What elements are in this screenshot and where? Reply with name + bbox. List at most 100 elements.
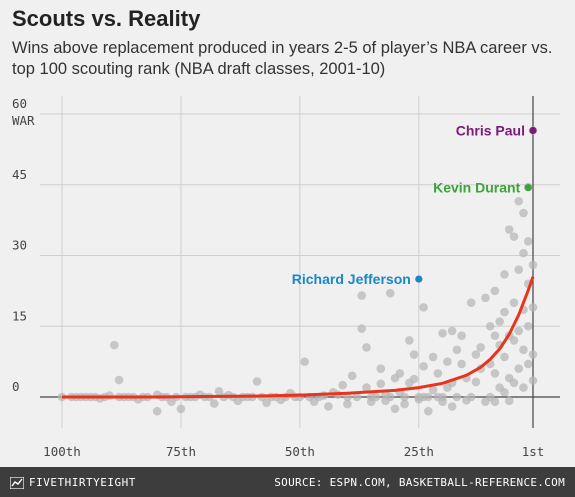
data-point <box>409 374 419 384</box>
data-point <box>509 336 519 345</box>
data-point <box>447 402 457 411</box>
data-point <box>509 232 519 241</box>
data-point <box>433 369 443 378</box>
x-axis-ticks: 100th 75th 50th 25th 1st <box>43 444 544 459</box>
data-point <box>514 265 524 274</box>
highlight-point <box>415 275 423 283</box>
x-tick-label: 25th <box>404 444 434 459</box>
data-point <box>405 336 414 345</box>
highlight-label: Richard Jefferson <box>292 271 411 287</box>
data-point <box>385 288 395 298</box>
data-point <box>514 364 524 374</box>
chart-subtitle: Wins above replacement produced in years… <box>12 39 553 78</box>
data-point <box>347 371 357 381</box>
data-point <box>110 340 119 350</box>
highlight-markers: Chris Paul Kevin Durant Richard Jefferson <box>292 123 537 287</box>
data-point <box>523 321 533 331</box>
x-tick-label: 100th <box>43 444 81 459</box>
data-point <box>362 383 371 392</box>
fivethirtyeight-logo-icon <box>10 477 24 489</box>
data-point <box>424 406 433 416</box>
data-point <box>357 291 367 300</box>
data-point <box>519 345 528 355</box>
data-point <box>362 343 371 352</box>
data-point <box>490 397 500 407</box>
data-point <box>447 326 457 336</box>
data-point <box>371 392 381 402</box>
data-point <box>471 377 481 387</box>
x-tick-label: 75th <box>166 444 196 459</box>
data-point <box>419 362 428 371</box>
data-point <box>523 359 533 369</box>
footer-bar: FIVETHIRTYEIGHT SOURCE: ESPN.COM, BASKET… <box>0 467 575 497</box>
data-point <box>357 324 367 333</box>
data-point <box>209 399 219 408</box>
y-axis-ticks: 0 15 30 45 60 <box>12 96 27 394</box>
data-point <box>504 396 514 406</box>
data-point <box>424 392 433 402</box>
data-point <box>490 369 500 378</box>
data-point <box>400 392 409 402</box>
data-point <box>495 317 504 326</box>
source-note: SOURCE: ESPN.COM, BASKETBALL-REFERENCE.C… <box>274 476 565 489</box>
data-points <box>57 126 538 416</box>
data-point <box>466 298 476 307</box>
data-point <box>490 286 500 296</box>
data-point <box>343 392 352 402</box>
data-point <box>500 307 509 317</box>
data-point <box>500 270 509 279</box>
data-point <box>352 392 362 402</box>
data-point <box>428 385 438 395</box>
y-tick-label: 60 <box>12 96 27 111</box>
data-point <box>504 225 514 234</box>
data-point <box>152 406 162 416</box>
data-point <box>385 392 395 402</box>
data-point <box>452 345 462 355</box>
y-tick-label: 45 <box>12 167 27 182</box>
data-point <box>523 237 533 246</box>
trend-line <box>62 276 535 399</box>
data-point <box>514 196 524 206</box>
data-point <box>457 359 466 369</box>
brand-name: FIVETHIRTYEIGHT <box>29 476 136 489</box>
data-point <box>400 399 409 409</box>
data-point <box>324 402 333 411</box>
data-point <box>452 392 462 402</box>
data-point <box>514 326 524 336</box>
data-point <box>114 375 124 385</box>
data-point <box>509 378 519 388</box>
data-point <box>528 376 538 385</box>
data-point <box>214 387 224 396</box>
data-point <box>528 350 538 359</box>
data-point <box>443 357 452 366</box>
data-point <box>519 208 528 218</box>
data-point <box>528 260 538 270</box>
y-axis-label: WAR <box>12 113 35 128</box>
data-point <box>438 397 447 407</box>
highlight-point <box>524 183 532 192</box>
data-point <box>338 380 347 390</box>
data-point <box>409 350 419 359</box>
data-point <box>466 392 476 402</box>
data-point <box>428 352 438 362</box>
data-point <box>500 387 509 397</box>
data-point <box>476 343 485 352</box>
x-tick-label: 50th <box>285 444 315 459</box>
data-point <box>395 369 405 378</box>
data-point <box>490 331 500 340</box>
brand: FIVETHIRTYEIGHT <box>10 476 136 489</box>
data-point <box>500 352 509 362</box>
y-tick-label: 30 <box>12 238 27 253</box>
data-point <box>262 398 271 407</box>
y-tick-label: 0 <box>12 379 20 394</box>
data-point <box>176 404 186 414</box>
data-point <box>509 298 519 307</box>
data-point <box>438 329 447 338</box>
data-point <box>519 383 528 392</box>
data-point <box>471 350 481 359</box>
data-point <box>481 293 490 303</box>
data-point <box>376 364 386 374</box>
data-point <box>528 303 538 312</box>
highlight-point <box>529 126 537 135</box>
